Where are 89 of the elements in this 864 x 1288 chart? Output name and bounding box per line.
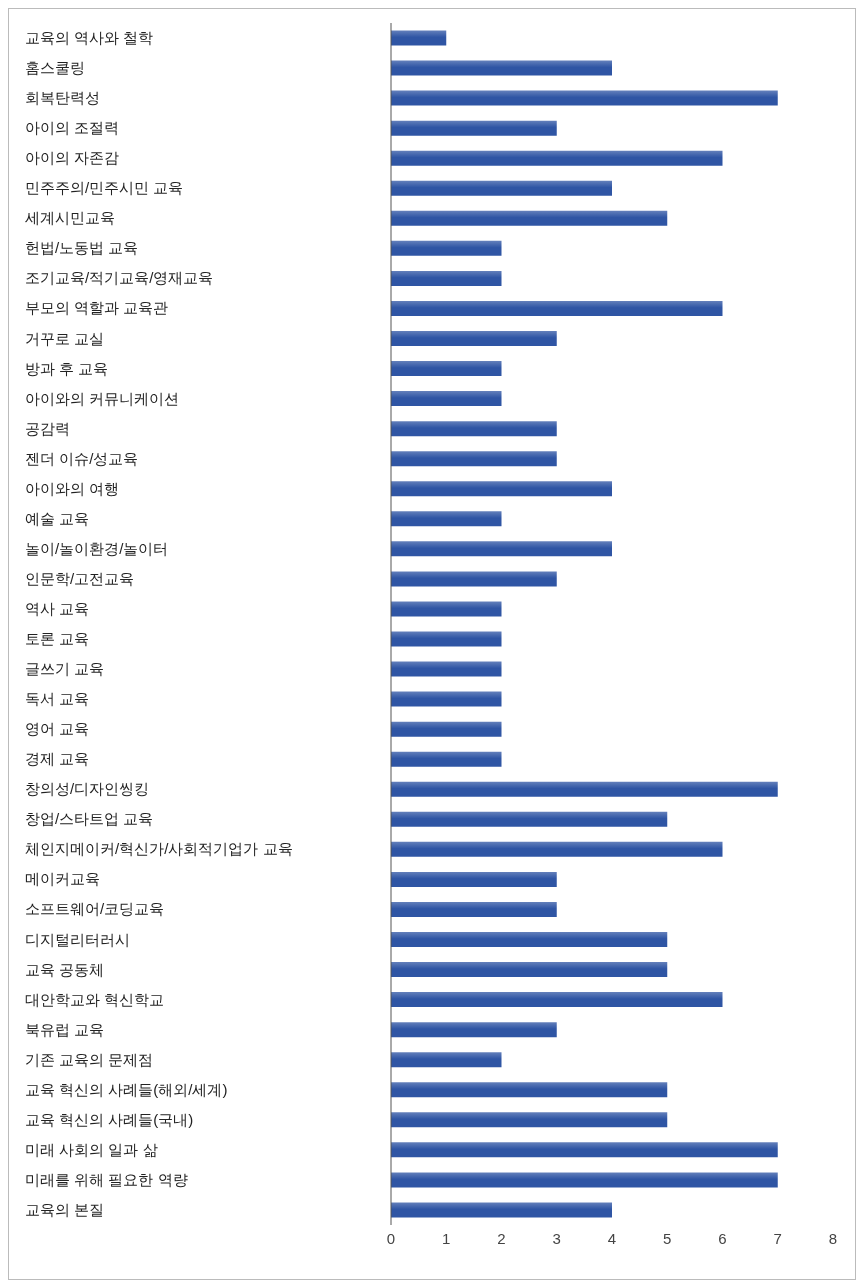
- y-tick-label: 놀이/놀이환경/놀이터: [25, 539, 169, 557]
- bar: [391, 841, 723, 857]
- bar: [391, 1172, 778, 1188]
- bar: [391, 1022, 557, 1038]
- y-tick-label: 아이의 조절력: [25, 119, 120, 137]
- y-tick-label: 북유럽 교육: [25, 1020, 105, 1038]
- x-tick-label: 2: [497, 1229, 506, 1247]
- y-tick-label: 경제 교육: [25, 750, 90, 768]
- y-tick-label: 젠더 이슈/성교육: [25, 449, 139, 467]
- y-tick-label: 영어 교육: [25, 720, 90, 738]
- y-tick-label: 방과 후 교육: [25, 359, 109, 377]
- y-tick-label: 인문학/고전교육: [25, 569, 135, 587]
- y-tick-label: 교육의 본질: [25, 1200, 105, 1218]
- x-tick-label: 1: [442, 1229, 451, 1247]
- y-tick-label: 체인지메이커/혁신가/사회적기업가 교육: [25, 840, 293, 858]
- y-tick-label: 기존 교육의 문제점: [25, 1050, 154, 1068]
- bar: [391, 781, 778, 797]
- y-tick-label: 조기교육/적기교육/영재교육: [25, 269, 214, 287]
- bar: [391, 871, 557, 887]
- y-tick-label: 홈스쿨링: [25, 59, 85, 77]
- bar: [391, 601, 502, 617]
- bar: [391, 451, 557, 467]
- y-tick-label: 토론 교육: [25, 630, 90, 648]
- bar: [391, 631, 502, 647]
- bar: [391, 571, 557, 587]
- y-tick-label: 디지털리터러시: [25, 930, 130, 948]
- y-tick-label: 독서 교육: [25, 690, 90, 708]
- bar: [391, 481, 612, 497]
- x-tick-label: 3: [552, 1229, 561, 1247]
- bar: [391, 180, 612, 196]
- y-tick-label: 교육 혁신의 사례들(해외/세계): [25, 1080, 228, 1098]
- y-tick-label: 공감력: [25, 419, 70, 437]
- bar: [391, 811, 668, 827]
- bar: [391, 511, 502, 527]
- bar: [391, 691, 502, 707]
- y-tick-label: 예술 교육: [25, 509, 90, 527]
- bar: [391, 541, 612, 557]
- bar: [391, 992, 723, 1008]
- y-tick-label: 미래 사회의 일과 삶: [25, 1140, 158, 1158]
- bar: [391, 150, 723, 166]
- bar: [391, 1052, 502, 1068]
- bar: [391, 331, 557, 347]
- y-tick-label: 대안학교와 혁신학교: [25, 990, 165, 1008]
- y-tick-label: 아이와의 여행: [25, 479, 120, 497]
- bar: [391, 300, 723, 316]
- y-tick-label: 세계시민교육: [25, 209, 115, 227]
- bar: [391, 361, 502, 377]
- bar: [391, 1202, 612, 1218]
- y-tick-label: 헌법/노동법 교육: [25, 239, 139, 257]
- y-tick-label: 메이커교육: [25, 870, 100, 888]
- bar: [391, 30, 447, 46]
- bar: [391, 90, 778, 106]
- bar: [391, 421, 557, 437]
- y-tick-label: 교육 혁신의 사례들(국내): [25, 1110, 194, 1128]
- y-tick-label: 소프트웨어/코딩교육: [25, 900, 165, 918]
- bar: [391, 901, 557, 917]
- bar: [391, 1142, 778, 1158]
- bar: [391, 721, 502, 737]
- bar: [391, 391, 502, 407]
- bar: [391, 240, 502, 256]
- y-tick-label: 교육 공동체: [25, 960, 105, 978]
- x-tick-label: 6: [718, 1229, 727, 1247]
- bar: [391, 1082, 668, 1098]
- y-tick-label: 아이와의 커뮤니케이션: [25, 389, 180, 407]
- bar: [391, 270, 502, 286]
- bar: [391, 661, 502, 677]
- y-tick-label: 회복탄력성: [25, 89, 100, 107]
- x-tick-label: 4: [607, 1229, 617, 1247]
- bar: [391, 120, 557, 136]
- bar: [391, 932, 668, 948]
- y-tick-label: 교육의 역사와 철학: [25, 29, 154, 47]
- y-tick-label: 역사 교육: [25, 599, 90, 617]
- y-tick-label: 글쓰기 교육: [25, 660, 105, 678]
- y-tick-label: 아이의 자존감: [25, 149, 120, 167]
- x-tick-label: 7: [773, 1229, 782, 1247]
- y-tick-label: 민주주의/민주시민 교육: [25, 179, 184, 197]
- bar: [391, 962, 668, 978]
- bar: [391, 210, 668, 226]
- y-tick-label: 창업/스타트업 교육: [25, 810, 154, 828]
- y-tick-label: 창의성/디자인씽킹: [25, 780, 150, 798]
- bar: [391, 1112, 668, 1128]
- bar: [391, 60, 612, 76]
- y-tick-label: 미래를 위해 필요한 역량: [25, 1170, 188, 1188]
- x-tick-label: 8: [828, 1229, 838, 1247]
- x-tick-label: 0: [386, 1229, 396, 1247]
- bar: [391, 751, 502, 767]
- y-tick-label: 거꾸로 교실: [25, 329, 105, 347]
- x-tick-label: 5: [663, 1229, 672, 1247]
- y-tick-label: 부모의 역할과 교육관: [25, 299, 169, 317]
